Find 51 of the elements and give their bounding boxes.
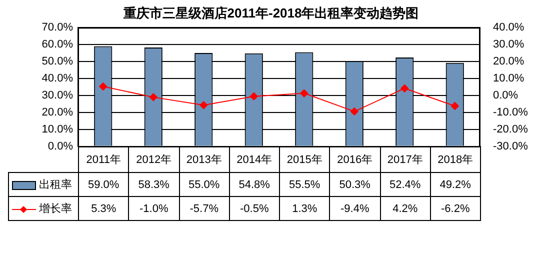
y2-tick-label: -10.0% <box>493 106 528 118</box>
y2-tick-label: 40.0% <box>493 22 524 34</box>
y2-tick-label: 30.0% <box>493 38 524 51</box>
point <box>149 93 158 102</box>
data-label: -1.0% <box>128 196 179 221</box>
y-tick-label: 60.0% <box>42 38 74 51</box>
point <box>250 92 258 100</box>
point <box>300 89 308 98</box>
x-tick-label: 2017年 <box>380 146 430 173</box>
data-label: 49.2% <box>430 172 480 197</box>
y-tick-label: 0.0% <box>48 140 74 152</box>
x-tick-label: 2018年 <box>430 146 480 173</box>
x-tick-label: 2013年 <box>179 146 230 173</box>
data-label: 4.2% <box>380 196 430 221</box>
y-tick-label: 20.0% <box>42 106 74 118</box>
data-label: -0.5% <box>229 196 280 221</box>
data-label: 5.3% <box>78 196 129 221</box>
y2-tick-label: 10.0% <box>493 72 524 85</box>
legend-label: 出租率 <box>8 172 78 197</box>
data-label: 59.0% <box>78 172 129 197</box>
data-label: 55.5% <box>280 172 330 197</box>
data-label: 54.8% <box>229 172 280 197</box>
data-label: 1.3% <box>280 196 330 221</box>
y2-tick-label: 0.0% <box>493 90 518 102</box>
point <box>400 84 409 92</box>
y2-tick-label: -20.0% <box>493 123 528 136</box>
x-tick-label: 2015年 <box>280 146 330 173</box>
x-tick-label: 2016年 <box>330 146 380 173</box>
y-tick-label: 10.0% <box>42 123 74 136</box>
data-label: 55.0% <box>179 172 230 197</box>
x-tick-label: 2011年 <box>78 146 129 173</box>
point <box>350 107 358 116</box>
x-tick-label: 2014年 <box>229 146 280 173</box>
chart-title: 重庆市三星级酒店2011年-2018年出租率变动趋势图 <box>122 5 419 20</box>
legend-label: 增长率 <box>8 196 78 221</box>
y-tick-label: 40.0% <box>42 72 74 85</box>
x-tick-label: 2012年 <box>128 146 179 173</box>
y-tick-label: 30.0% <box>42 90 74 102</box>
y-tick-label: 50.0% <box>42 56 74 68</box>
data-label: -5.7% <box>179 196 230 221</box>
point <box>99 82 108 90</box>
data-label: 50.3% <box>330 172 380 197</box>
y2-tick-label: -30.0% <box>493 140 528 152</box>
point <box>200 101 208 110</box>
data-label: 58.3% <box>128 172 179 197</box>
point <box>450 102 459 110</box>
y-tick-label: 70.0% <box>42 22 74 34</box>
data-label: -9.4% <box>330 196 380 221</box>
data-label: -6.2% <box>430 196 480 221</box>
data-label: 52.4% <box>380 172 430 197</box>
y2-tick-label: 20.0% <box>493 56 524 68</box>
